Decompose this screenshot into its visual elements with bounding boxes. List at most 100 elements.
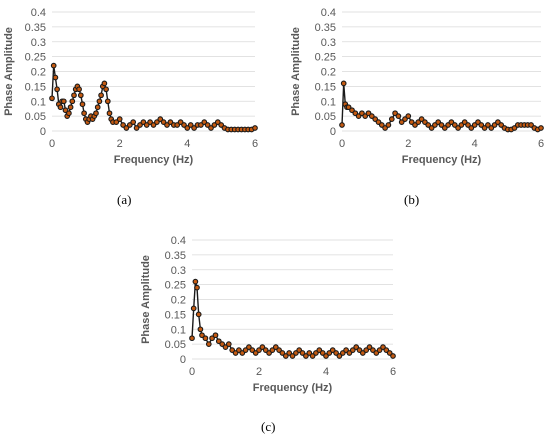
x-tick-label: 2 <box>117 138 123 150</box>
data-point <box>49 95 55 102</box>
data-point <box>57 104 64 111</box>
data-point <box>167 119 174 125</box>
data-point <box>192 278 199 285</box>
data-point <box>366 344 373 350</box>
x-tick-label: 4 <box>184 138 190 150</box>
data-point <box>202 335 209 342</box>
data-point <box>485 122 491 128</box>
x-axis-title: Frequency (Hz) <box>402 154 482 166</box>
y-tick-label: 0.2 <box>171 295 186 307</box>
y-tick-label: 0.25 <box>165 280 186 292</box>
y-tick-label: 0.25 <box>25 52 46 64</box>
y-tick-label: 0.15 <box>25 81 46 93</box>
data-point <box>104 98 111 105</box>
y-tick-label: 0.05 <box>165 339 186 351</box>
data-point <box>468 125 475 131</box>
data-point <box>67 104 74 111</box>
data-point <box>376 347 383 353</box>
data-point <box>236 347 242 353</box>
data-point <box>326 350 333 356</box>
data-point <box>395 113 402 119</box>
data-point <box>154 119 160 125</box>
y-tick-label: 0.3 <box>321 37 336 49</box>
data-point <box>346 350 353 356</box>
data-point <box>299 350 306 356</box>
y-tick-label: 0 <box>40 126 46 138</box>
data-point <box>113 119 120 125</box>
x-tick-label: 6 <box>538 138 544 150</box>
data-point <box>96 98 103 105</box>
data-point <box>116 116 123 122</box>
y-tick-label: 0.35 <box>25 22 46 34</box>
y-tick-label: 0.1 <box>321 96 336 108</box>
y-tick-label: 0.15 <box>315 81 336 93</box>
y-tick-label: 0.05 <box>315 111 336 123</box>
data-point <box>211 122 218 128</box>
y-tick-label: 0.35 <box>165 250 186 262</box>
data-point <box>164 122 170 128</box>
data-point <box>76 86 82 93</box>
data-point <box>94 104 101 111</box>
y-tick-label: 0.05 <box>25 111 46 123</box>
y-tick-label: 0.15 <box>165 309 186 321</box>
x-tick-label: 0 <box>189 366 195 378</box>
y-axis-title: Phase Amplitude <box>290 27 302 116</box>
y-tick-label: 0.1 <box>171 324 186 336</box>
data-point <box>190 305 197 312</box>
chart-panel-c: 0 0.05 0.1 0.15 0.2 0.25 0.3 0.35 0.4 0 2 4 6 Frequen… <box>140 235 396 394</box>
data-point <box>316 347 323 353</box>
x-tick-label: 0 <box>49 138 55 150</box>
data-point <box>336 353 343 359</box>
data-point <box>79 101 86 108</box>
data-point <box>130 119 137 125</box>
data-point <box>289 353 296 359</box>
data-point <box>279 350 286 356</box>
chart-panel-a: 0 0.05 0.1 0.15 0.2 0.25 0.3 0.35 0.4 0 2 4 6 Frequen… <box>3 7 258 166</box>
data-point <box>383 347 390 353</box>
data-point <box>390 353 396 359</box>
data-point <box>208 125 214 131</box>
data-point <box>209 335 215 342</box>
data-point <box>101 80 108 87</box>
data-point <box>256 347 262 353</box>
data-point <box>160 119 167 125</box>
data-point <box>62 107 69 114</box>
data-point <box>197 326 204 333</box>
data-point <box>368 113 375 119</box>
data-point <box>345 104 352 111</box>
data-point <box>189 335 195 342</box>
data-point <box>52 74 59 81</box>
data-point <box>225 341 232 347</box>
y-axis-title: Phase Amplitude <box>3 27 15 116</box>
data-point <box>252 125 258 131</box>
data-point <box>60 98 67 105</box>
data-point <box>187 122 194 128</box>
y-axis-title: Phase Amplitude <box>140 255 152 344</box>
data-point <box>538 125 544 131</box>
data-point <box>269 347 276 353</box>
data-point <box>50 62 57 69</box>
x-axis-title: Frequency (Hz) <box>253 382 333 394</box>
data-point <box>77 92 84 99</box>
data-point <box>150 122 157 128</box>
data-point <box>174 122 181 128</box>
y-tick-label: 0.1 <box>31 96 46 108</box>
y-tick-label: 0 <box>180 354 186 366</box>
y-tick-label: 0.2 <box>321 67 336 79</box>
x-tick-label: 2 <box>405 138 411 150</box>
x-axis-title: Frequency (Hz) <box>114 154 194 166</box>
data-point <box>349 347 356 353</box>
caption-c: (c) <box>261 419 276 434</box>
data-point <box>81 110 87 117</box>
data-point <box>388 116 395 122</box>
data-point <box>340 80 347 87</box>
data-point <box>147 119 153 125</box>
data-point <box>405 113 412 119</box>
data-point <box>339 122 345 128</box>
data-point <box>177 119 184 125</box>
chart-panel-b: 0 0.05 0.1 0.15 0.2 0.25 0.3 0.35 0.4 0 2 4 6 Frequen… <box>290 7 544 166</box>
data-point <box>199 332 205 339</box>
data-point <box>229 347 236 353</box>
y-tick-label: 0.25 <box>315 52 336 64</box>
caption-a: (a) <box>117 192 132 207</box>
